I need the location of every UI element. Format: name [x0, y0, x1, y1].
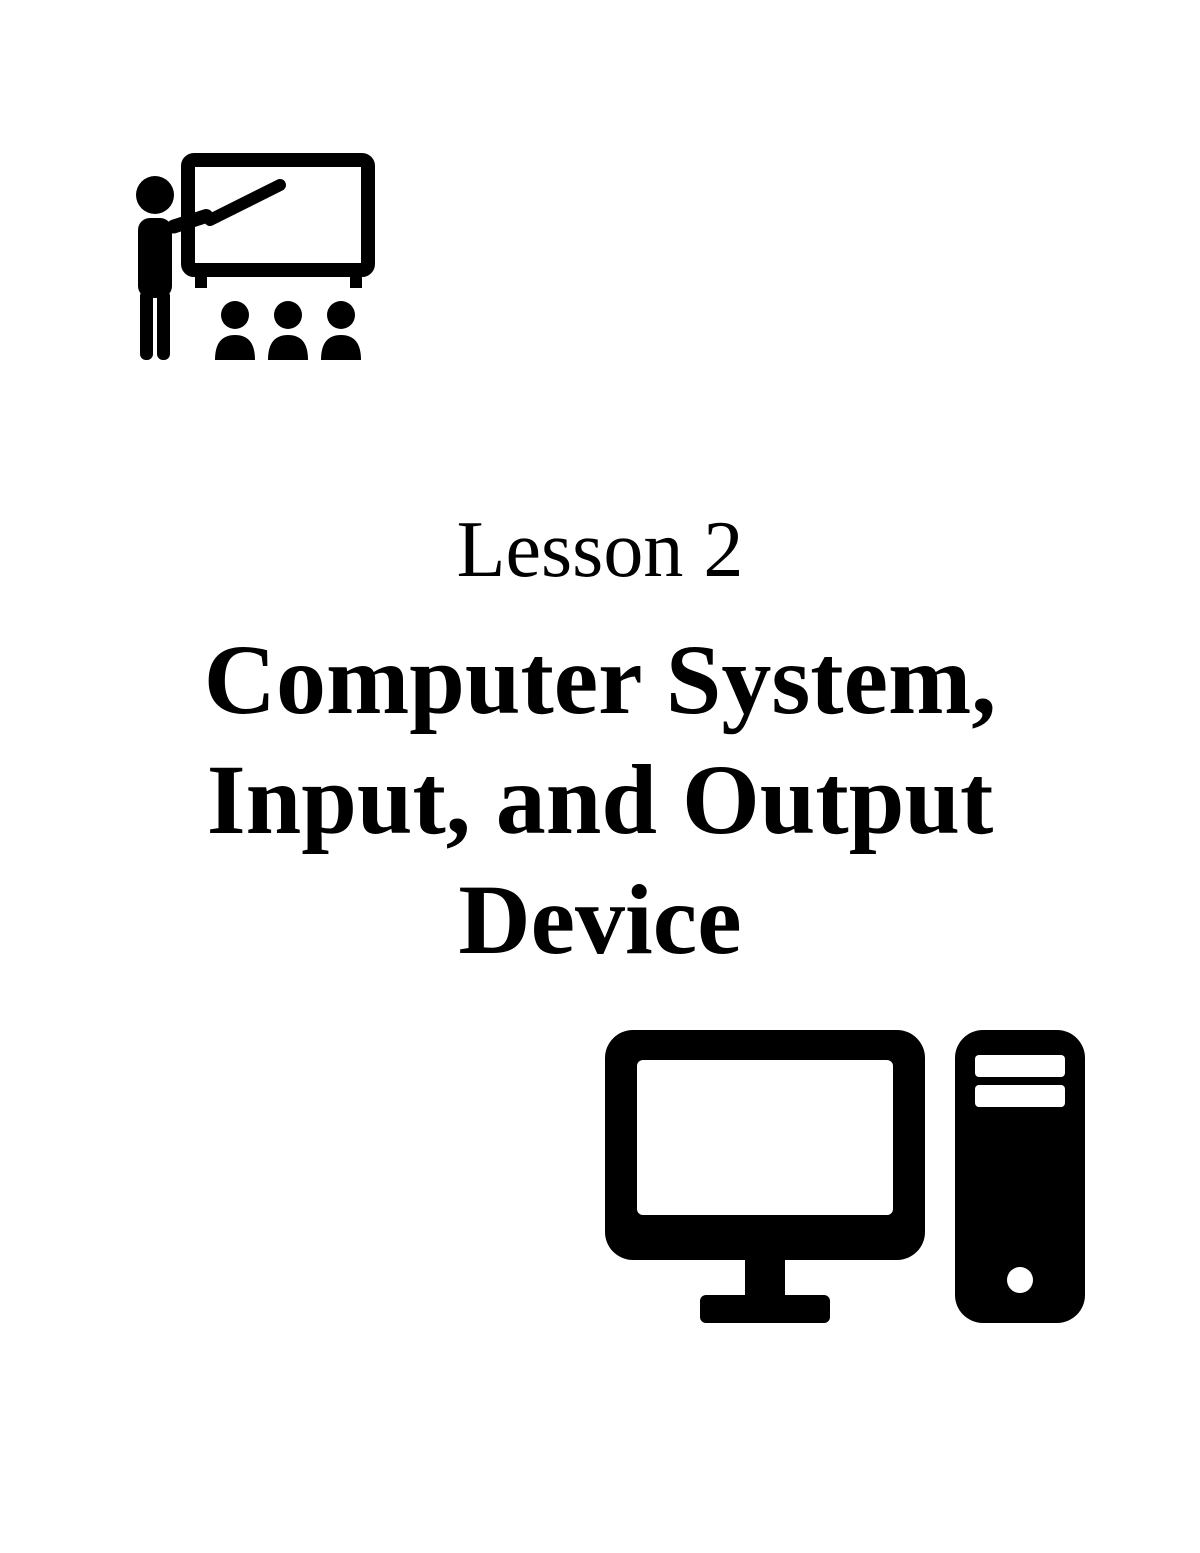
desktop-computer-icon — [595, 1020, 1095, 1340]
title-line-3: Device — [0, 860, 1200, 980]
teacher-classroom-icon — [110, 150, 380, 390]
lesson-title: Computer System, Input, and Output Devic… — [0, 620, 1200, 980]
title-line-1: Computer System, — [0, 620, 1200, 740]
title-line-2: Input, and Output — [0, 740, 1200, 860]
lesson-number: Lesson 2 — [0, 505, 1200, 596]
